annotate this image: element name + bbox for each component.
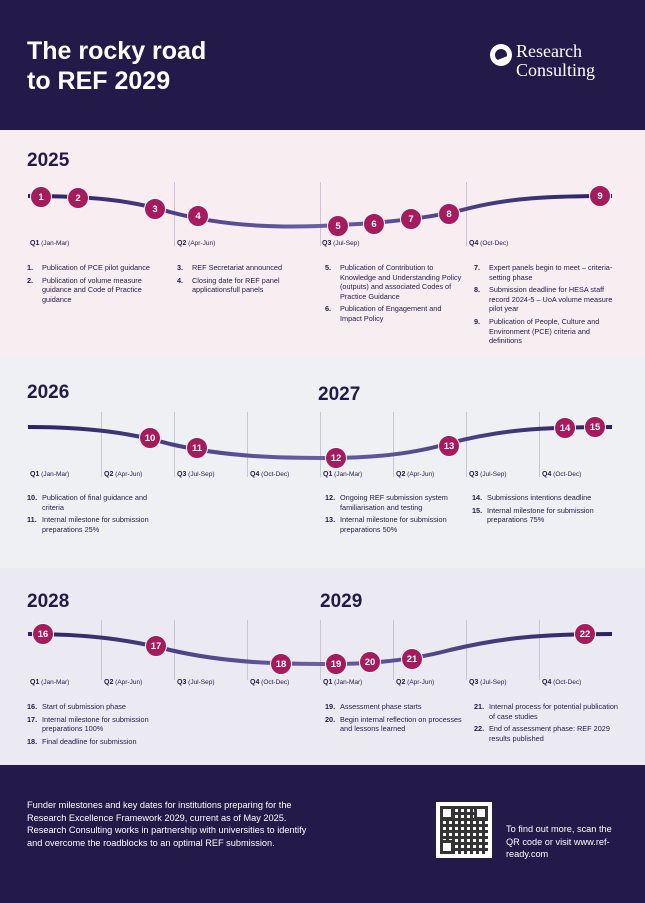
milestone-list: 1. Publication of PCE pilot guidance 2. Pu…: [27, 263, 167, 307]
list-item: 11. Internal milestone for submission pre…: [27, 515, 149, 534]
milestone-node: 14: [554, 417, 576, 439]
milestone-list: 21. Internal process for potential public…: [474, 702, 624, 746]
milestone-list: 19. Assessment phase starts 20. Begin inte…: [325, 702, 465, 737]
list-item: 21. Internal process for potential public…: [474, 702, 618, 721]
list-item: 15. Internal milestone for submission pre…: [472, 505, 594, 525]
quarter-label: Q2 (Apr-Jun): [104, 471, 143, 478]
milestone-node: 3: [144, 198, 166, 220]
quarter-label: Q3 (Jul-Sep): [469, 679, 507, 686]
quarter-label: Q4 (Oct-Dec): [542, 679, 582, 686]
milestone-node: 5: [327, 215, 349, 237]
milestone-list: 10. Publication of final guidance and cri…: [27, 493, 167, 537]
list-item: 2. Publication of volume measure guidance…: [27, 275, 142, 304]
quarter-label: Q3 (Jul-Sep): [177, 471, 215, 478]
list-item: 12. Ongoing REF submission system familia…: [325, 493, 448, 512]
logo-icon: [490, 44, 512, 66]
milestone-node: 21: [401, 648, 423, 670]
milestone-list: 3. REF Secretariat announced 4. Closing da…: [177, 263, 307, 298]
quarter-label: Q4 (Oct-Dec): [542, 471, 582, 478]
quarter-label: Q3 (Jul-Sep): [469, 471, 507, 478]
quarter-label: Q1 (Jan-Mar): [323, 471, 363, 478]
milestone-list: 5. Publication of Contribution to Knowled…: [325, 263, 465, 327]
road-line: [27, 194, 613, 229]
milestone-node: 16: [32, 623, 54, 645]
list-item: 17. Internal milestone for submission pre…: [27, 714, 149, 734]
milestone-node: 9: [589, 185, 611, 207]
year-2025: 2025: [27, 150, 70, 171]
quarter-label: Q1 (Jan-Mar): [30, 679, 70, 686]
list-item: 8. Submission deadline for HESA staff rec…: [474, 285, 613, 314]
road-line: [27, 425, 613, 461]
footer-description: Funder milestones and key dates for inst…: [27, 800, 307, 848]
list-item: 3. REF Secretariat announced: [177, 263, 283, 272]
quarter-label: Q2 (Apr-Jun): [396, 471, 435, 478]
milestone-node: 17: [145, 635, 167, 657]
list-item: 1. Publication of PCE pilot guidance: [27, 263, 150, 272]
year-2027: 2027: [318, 384, 361, 405]
quarter-label: Q1 (Jan-Mar): [323, 679, 363, 686]
milestone-node: 18: [270, 653, 292, 675]
milestone-node: 11: [186, 437, 208, 459]
quarter-label: Q4 (Oct-Dec): [469, 240, 509, 247]
milestone-list: 12. Ongoing REF submission system familia…: [325, 493, 465, 537]
quarter-label: Q3 (Jul-Sep): [177, 679, 215, 686]
milestone-node: 19: [325, 653, 347, 675]
list-item: 9. Publication of People, Culture and Env…: [474, 316, 600, 346]
page-title: The rocky road to REF 2029: [27, 37, 207, 95]
milestone-node: 22: [574, 623, 596, 645]
list-item: 16. Start of submission phase: [27, 702, 126, 711]
year-2028: 2028: [27, 591, 70, 612]
road-line: [27, 632, 613, 667]
milestone-node: 15: [584, 416, 606, 438]
milestone-node: 20: [359, 651, 381, 673]
quarter-label: Q4 (Oct-Dec): [250, 471, 290, 478]
milestone-node: 8: [438, 203, 460, 225]
milestone-node: 1: [30, 186, 52, 208]
quarter-label: Q2 (Apr-Jun): [396, 679, 435, 686]
milestone-list: 16. Start of submission phase 17. Internal…: [27, 702, 167, 749]
band-2028-2029: 2028 2029 Q1 (Jan-Mar) Q2 (Apr-Jun) Q3 (…: [0, 568, 645, 765]
band-2026-2027: 2026 2027 Q1 (Jan-Mar) Q2 (Apr-Jun) Q3 (…: [0, 356, 645, 568]
list-item: 18. Final deadline for submission: [27, 736, 137, 746]
header: The rocky road to REF 2029 Research Cons…: [0, 0, 645, 130]
quarter-label: Q2 (Apr-Jun): [177, 240, 216, 247]
year-2026: 2026: [27, 382, 70, 403]
footer-cta: To find out more, scan the QR code or vi…: [506, 824, 612, 860]
list-item: 5. Publication of Contribution to Knowled…: [325, 263, 462, 301]
milestone-node: 13: [438, 435, 460, 457]
quarter-label: Q3 (Jul-Sep): [322, 240, 360, 247]
list-item: 6. Publication of Engagement and Impact P…: [325, 304, 442, 323]
milestone-node: 2: [67, 187, 89, 209]
list-item: 14. Submissions intentions deadline: [472, 493, 592, 502]
footer: Funder milestones and key dates for inst…: [0, 765, 645, 903]
quarter-label: Q4 (Oct-Dec): [250, 679, 290, 686]
milestone-node: 12: [325, 447, 347, 469]
milestone-node: 7: [400, 208, 422, 230]
milestone-node: 6: [363, 213, 385, 235]
milestone-list: 7. Expert panels begin to meet – criteria…: [474, 263, 624, 349]
qr-code-icon[interactable]: [436, 802, 492, 858]
research-consulting-logo: Research Consulting: [490, 42, 595, 80]
milestone-list: 14. Submissions intentions deadline 15. In…: [472, 493, 624, 528]
list-item: 20. Begin internal reflection on processe…: [325, 714, 462, 734]
list-item: 22. End of assessment phase: REF 2029 res…: [474, 724, 610, 743]
logo-text: Research Consulting: [516, 42, 595, 80]
list-item: 13. Internal milestone for submission pre…: [325, 515, 447, 534]
quarter-label: Q2 (Apr-Jun): [104, 679, 143, 686]
list-item: 10. Publication of final guidance and cri…: [27, 493, 148, 512]
milestone-node: 10: [139, 427, 161, 449]
quarter-label: Q1 (Jan-Mar): [30, 471, 70, 478]
quarter-label: Q1 (Jan-Mar): [30, 240, 70, 247]
list-item: 7. Expert panels begin to meet – criteria…: [474, 263, 613, 282]
milestone-node: 4: [187, 205, 209, 227]
list-item: 19. Assessment phase starts: [325, 702, 422, 711]
band-2025: 2025 Q1 (Jan-Mar) Q2 (Apr-Jun) Q3 (Jul-S…: [0, 130, 645, 356]
logo-line-1: Research: [516, 41, 582, 61]
logo-line-2: Consulting: [516, 60, 596, 80]
year-2029: 2029: [320, 591, 363, 612]
list-item: 4. Closing date for REF panel application…: [177, 275, 280, 295]
